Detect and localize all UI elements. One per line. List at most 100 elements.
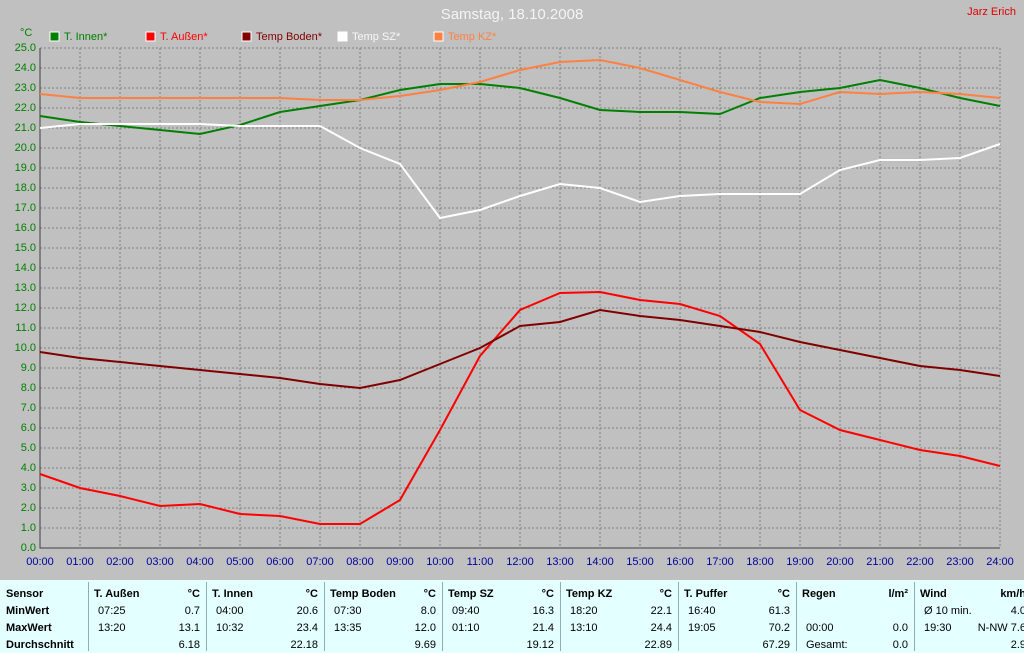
table-cell: 61.3 <box>768 605 790 617</box>
table-cell: MinWert <box>6 605 50 617</box>
table-cell: 24.4 <box>650 622 672 634</box>
y-tick-label: 0.0 <box>21 542 36 554</box>
y-tick-label: 6.0 <box>21 422 36 434</box>
y-tick-label: 22.0 <box>15 102 36 114</box>
table-cell: 00:00 <box>806 622 834 634</box>
table-cell: Sensor <box>6 588 44 600</box>
legend-swatch <box>337 31 348 42</box>
x-tick-label: 03:00 <box>146 556 174 568</box>
x-tick-label: 04:00 <box>186 556 214 568</box>
x-tick-label: 13:00 <box>546 556 574 568</box>
table-cell: Gesamt: <box>806 639 848 651</box>
table-cell: l/m² <box>888 588 908 600</box>
table-cell: 07:25 <box>98 605 126 617</box>
table-cell: Temp SZ <box>448 588 494 600</box>
x-tick-label: 15:00 <box>626 556 654 568</box>
legend-swatch <box>145 31 156 42</box>
legend-swatch <box>433 31 444 42</box>
table-cell: T. Innen <box>212 588 253 600</box>
y-tick-label: 20.0 <box>15 142 36 154</box>
y-tick-label: 21.0 <box>15 122 36 134</box>
table-cell: Ø 10 min. <box>924 605 972 617</box>
x-tick-label: 06:00 <box>266 556 294 568</box>
table-cell: N-NW 7.6 <box>977 622 1024 634</box>
x-tick-label: 02:00 <box>106 556 134 568</box>
column-separator <box>206 582 207 651</box>
table-cell: 07:30 <box>334 605 362 617</box>
table-cell: °C <box>659 588 672 600</box>
x-tick-label: 20:00 <box>826 556 854 568</box>
table-cell: T. Puffer <box>684 588 728 600</box>
table-cell: °C <box>541 588 554 600</box>
column-separator <box>796 582 797 651</box>
table-cell: 23.4 <box>296 622 318 634</box>
table-cell: 10:32 <box>216 622 244 634</box>
summary-table: Sensor MinWert MaxWert Durchschnitt T. Außen… <box>0 580 1024 653</box>
series-line <box>39 58 1001 106</box>
table-cell: °C <box>423 588 436 600</box>
table-cell: 16:40 <box>688 605 716 617</box>
column-separator <box>560 582 561 651</box>
table-cell: MaxWert <box>6 622 52 634</box>
chart-title: Samstag, 18.10.2008 <box>441 6 584 23</box>
y-tick-label: 17.0 <box>15 202 36 214</box>
table-cell: 16.3 <box>532 605 554 617</box>
y-tick-label: 18.0 <box>15 182 36 194</box>
table-cell: 19.12 <box>526 639 554 651</box>
table-cell: 04:00 <box>216 605 244 617</box>
x-tick-label: 10:00 <box>426 556 454 568</box>
y-tick-label: 5.0 <box>21 442 36 454</box>
y-tick-label: 25.0 <box>15 42 36 54</box>
x-tick-label: 19:00 <box>786 556 814 568</box>
table-cell: °C <box>305 588 318 600</box>
y-tick-label: 4.0 <box>21 462 36 474</box>
table-cell: 9.69 <box>414 639 436 651</box>
table-cell: 19:30 <box>924 622 952 634</box>
table-cell: km/h <box>1000 588 1024 600</box>
table-cell: 13:10 <box>570 622 598 634</box>
legend-swatch <box>241 31 252 42</box>
table-cell: 70.2 <box>768 622 790 634</box>
y-tick-label: 12.0 <box>15 302 36 314</box>
x-tick-label: 01:00 <box>66 556 94 568</box>
x-tick-label: 17:00 <box>706 556 734 568</box>
y-tick-label: 24.0 <box>15 62 36 74</box>
x-tick-label: 07:00 <box>306 556 334 568</box>
y-tick-label: 8.0 <box>21 382 36 394</box>
table-cell: 8.0 <box>420 605 436 617</box>
x-tick-label: 12:00 <box>506 556 534 568</box>
legend-label: Temp Boden* <box>256 31 323 43</box>
table-cell: 67.29 <box>762 639 790 651</box>
table-cell: 4.0 <box>1010 605 1024 617</box>
series-line <box>39 308 1001 390</box>
x-tick-label: 00:00 <box>26 556 54 568</box>
table-cell: 01:10 <box>452 622 480 634</box>
author: Jarz Erich <box>967 6 1016 18</box>
x-tick-label: 18:00 <box>746 556 774 568</box>
table-cell: 2.9 <box>1010 639 1024 651</box>
column-separator <box>88 582 89 651</box>
table-cell: Durchschnitt <box>6 639 74 651</box>
y-axis-label: °C <box>20 27 32 39</box>
y-tick-label: 19.0 <box>15 162 36 174</box>
table-cell: 0.0 <box>892 622 908 634</box>
legend-label: T. Außen* <box>160 31 208 43</box>
legend-label: Temp KZ* <box>448 31 497 43</box>
table-cell: 20.6 <box>296 605 318 617</box>
table-cell: 0.0 <box>892 639 908 651</box>
table-cell: Temp KZ <box>566 588 613 600</box>
table-cell: 18:20 <box>570 605 598 617</box>
x-tick-label: 16:00 <box>666 556 694 568</box>
legend-label: Temp SZ* <box>352 31 401 43</box>
x-tick-label: 05:00 <box>226 556 254 568</box>
table-cell: 22.89 <box>644 639 672 651</box>
x-tick-label: 09:00 <box>386 556 414 568</box>
column-separator <box>678 582 679 651</box>
table-cell: 13.1 <box>178 622 200 634</box>
table-cell: °C <box>187 588 200 600</box>
y-tick-label: 14.0 <box>15 262 36 274</box>
table-cell: 0.7 <box>184 605 200 617</box>
series-line <box>39 78 1001 136</box>
table-cell: 6.18 <box>178 639 200 651</box>
